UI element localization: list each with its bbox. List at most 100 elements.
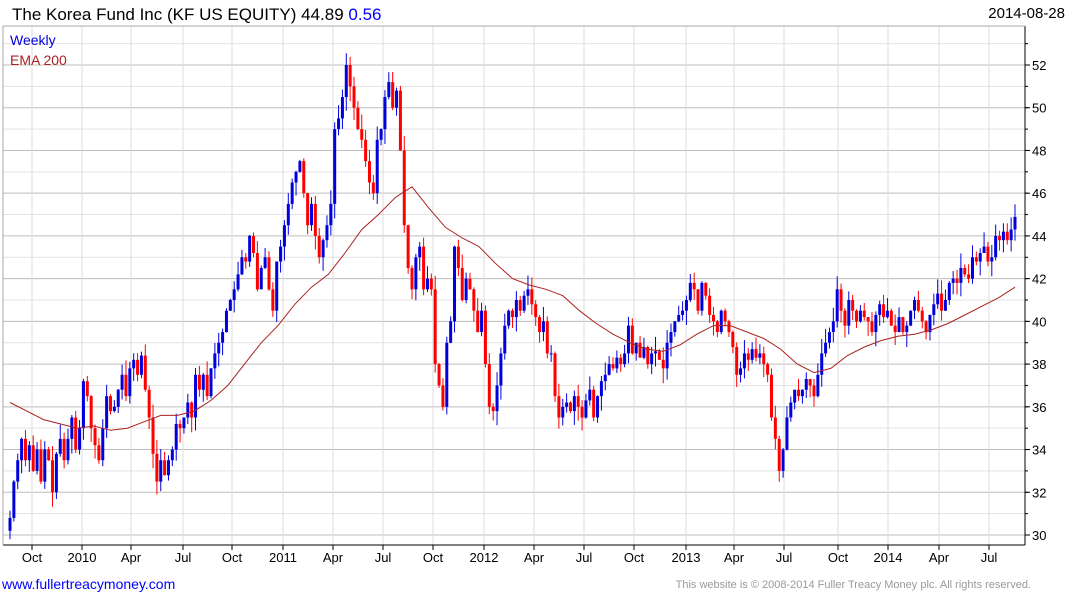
candle-body (650, 353, 654, 365)
candle (275, 261, 279, 322)
candle (963, 264, 967, 277)
candle (897, 307, 901, 333)
candle (449, 316, 453, 344)
candle-body (797, 389, 801, 397)
candle (885, 298, 889, 319)
candle (553, 351, 557, 402)
candle-body (990, 257, 994, 262)
candle (97, 438, 101, 464)
candle-body (623, 353, 627, 365)
candle-body (213, 353, 217, 369)
last-price: 44.89 (301, 5, 344, 24)
candle (468, 272, 472, 290)
candle (81, 378, 85, 440)
chart-date: 2014-08-28 (988, 5, 1065, 22)
candle (615, 350, 619, 373)
candle (201, 372, 205, 402)
candle (754, 337, 758, 362)
candle (507, 309, 511, 329)
candle (495, 372, 499, 426)
candle (70, 414, 74, 454)
candle-body (847, 300, 851, 326)
candle-body (688, 282, 692, 300)
candle (947, 280, 951, 305)
candle (298, 159, 302, 173)
candle-body (684, 300, 688, 311)
candle (344, 53, 348, 111)
x-tick-label: 2013 (672, 550, 701, 565)
candle-body (928, 314, 932, 333)
candle (205, 361, 209, 401)
candle-body (885, 310, 889, 318)
candle-body (982, 246, 986, 253)
candle-body (190, 402, 194, 418)
candle (565, 393, 569, 413)
candle (769, 368, 773, 421)
candle (248, 234, 252, 267)
candle-body (286, 203, 290, 226)
candle (974, 251, 978, 266)
candle-body (951, 278, 955, 283)
x-tick-label: Jul (576, 550, 593, 565)
candle (909, 310, 913, 326)
candle (700, 281, 704, 316)
candle-body (804, 379, 808, 390)
y-tick-label: 30 (1032, 528, 1046, 543)
candle (54, 452, 58, 499)
x-tick-label: 2011 (269, 550, 297, 565)
candle (302, 158, 306, 198)
candle-body (371, 182, 375, 194)
candle-body (294, 171, 298, 183)
candle-body (534, 304, 538, 318)
candle (626, 316, 630, 364)
candle-body (530, 289, 534, 305)
candle (824, 328, 828, 357)
copyright: This website is © 2008-2014 Fuller Treac… (675, 579, 1031, 591)
candle-body (398, 90, 402, 151)
candle (221, 328, 225, 356)
candle-body (221, 332, 225, 343)
candle-body (1009, 229, 1013, 241)
candle (932, 293, 936, 326)
candle (271, 282, 275, 317)
candle (433, 275, 437, 373)
candle-body (940, 293, 944, 311)
candle-body (259, 267, 263, 290)
candle-body (348, 65, 352, 87)
candle-body (367, 161, 371, 183)
candle-body (155, 453, 159, 482)
candle-body (769, 374, 773, 418)
candle (93, 424, 97, 459)
candle-body (754, 349, 758, 358)
candle-body (739, 368, 743, 375)
candle (731, 330, 735, 354)
candle (762, 346, 766, 378)
candle (970, 245, 974, 284)
x-tick-label: Oct (22, 550, 43, 565)
candle-body (723, 310, 727, 322)
candle-body (735, 347, 739, 375)
candle (893, 314, 897, 346)
candle (526, 275, 530, 305)
candle-body (611, 364, 615, 369)
candle (518, 295, 522, 316)
candle (410, 265, 414, 300)
candle-body (232, 289, 236, 300)
candle (924, 319, 928, 340)
candle (120, 364, 124, 400)
candle-body (333, 129, 337, 204)
candle-body (480, 310, 484, 333)
candle-body (166, 460, 170, 476)
candle-body (827, 332, 831, 343)
candle-body (352, 86, 356, 108)
candle (901, 316, 905, 335)
candle (998, 230, 1002, 251)
candle-body (139, 355, 143, 375)
website-link[interactable]: www.fullertreacymoney.com (2, 576, 176, 592)
candle (112, 400, 116, 413)
candle (74, 410, 78, 454)
candle (151, 404, 155, 469)
candle-body (719, 310, 723, 333)
candle (310, 197, 313, 231)
candle (758, 344, 762, 365)
